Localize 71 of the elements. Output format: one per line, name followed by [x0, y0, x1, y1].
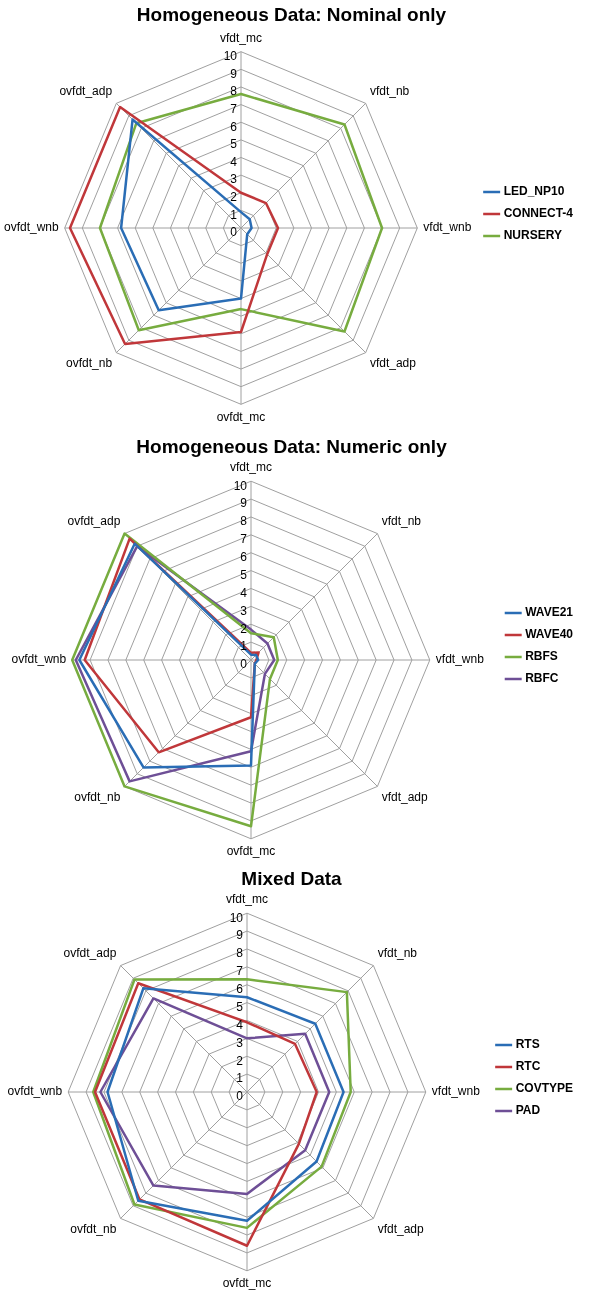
legend-label: WAVE21	[525, 605, 574, 620]
spoke-label: vfdt_wnb	[435, 652, 485, 667]
chart-title: Homogeneous Data: Numeric only	[136, 435, 448, 457]
spoke-label: ovfdt_nb	[70, 1222, 117, 1237]
legend-label: RBFC	[525, 671, 559, 686]
y-tick-label: 3	[230, 172, 238, 187]
legend-label: LED_NP10	[503, 184, 565, 199]
spoke-label: vfdt_adp	[381, 790, 429, 805]
y-tick-label: 0	[236, 1089, 244, 1104]
y-tick-label: 4	[236, 1017, 244, 1032]
y-tick-label: 5	[236, 999, 244, 1014]
y-tick-label: 0	[230, 225, 238, 240]
y-tick-label: 0	[240, 657, 248, 672]
spoke-label: vfdt_mc	[225, 892, 269, 907]
y-tick-label: 5	[240, 567, 248, 582]
spoke-label: ovfdt_adp	[67, 514, 121, 529]
spoke-label: ovfdt_wnb	[4, 220, 60, 235]
y-tick-label: 6	[236, 982, 244, 997]
y-tick-label: 1	[236, 1071, 244, 1086]
spoke-label: vfdt_nb	[377, 946, 418, 961]
y-tick-label: 6	[230, 119, 238, 134]
y-tick-label: 9	[230, 66, 238, 81]
spoke-label: ovfdt_nb	[66, 356, 113, 371]
y-tick-label: 10	[233, 478, 248, 493]
y-tick-label: 7	[240, 532, 248, 547]
spoke-label: ovfdt_mc	[226, 844, 276, 859]
legend-label: RBFS	[525, 649, 558, 664]
spoke-label: vfdt_nb	[381, 514, 422, 529]
legend-label: WAVE40	[525, 627, 574, 642]
y-tick-label: 7	[236, 964, 244, 979]
y-tick-label: 9	[240, 496, 248, 511]
y-tick-label: 10	[223, 49, 238, 64]
spoke-label: ovfdt_adp	[63, 946, 117, 961]
legend-label: CONNECT-4	[503, 206, 574, 221]
y-tick-label: 5	[230, 137, 238, 152]
y-tick-label: 2	[240, 621, 248, 636]
legend-label: NURSERY	[503, 228, 562, 243]
spoke-label: vfdt_adp	[369, 356, 417, 371]
spoke-label: ovfdt_nb	[74, 790, 121, 805]
spoke-label: vfdt_adp	[377, 1222, 425, 1237]
chart-title: Homogeneous Data: Nominal only	[136, 3, 447, 25]
y-tick-label: 4	[230, 154, 238, 169]
legend-label: RTS	[515, 1037, 540, 1052]
y-tick-label: 3	[236, 1035, 244, 1050]
spoke-label: ovfdt_mc	[216, 409, 266, 424]
y-tick-label: 8	[240, 514, 248, 529]
y-tick-label: 8	[236, 946, 244, 961]
spoke-label: ovfdt_adp	[59, 84, 113, 99]
spoke-label: ovfdt_mc	[222, 1276, 272, 1291]
spoke-label: vfdt_mc	[219, 30, 263, 45]
y-tick-label: 1	[240, 639, 248, 654]
y-tick-label: 3	[240, 603, 248, 618]
y-tick-label: 9	[236, 928, 244, 943]
y-tick-label: 4	[240, 585, 248, 600]
y-tick-label: 8	[230, 84, 238, 99]
spoke-label: vfdt_mc	[229, 460, 273, 475]
y-tick-label: 7	[230, 101, 238, 116]
y-tick-label: 2	[236, 1053, 244, 1068]
spoke-label: ovfdt_wnb	[7, 1084, 63, 1099]
y-tick-label: 6	[240, 550, 248, 565]
y-tick-label: 1	[230, 207, 238, 222]
y-tick-label: 10	[229, 910, 244, 925]
spoke-label: ovfdt_wnb	[11, 652, 67, 667]
legend-label: RTC	[515, 1059, 541, 1074]
spoke-label: vfdt_nb	[369, 84, 410, 99]
legend-label: COVTYPE	[515, 1081, 574, 1096]
y-tick-label: 2	[230, 190, 238, 205]
chart-title: Mixed Data	[241, 867, 343, 889]
spoke-label: vfdt_wnb	[431, 1084, 481, 1099]
spoke-label: vfdt_wnb	[423, 220, 472, 235]
legend-label: PAD	[515, 1103, 541, 1118]
